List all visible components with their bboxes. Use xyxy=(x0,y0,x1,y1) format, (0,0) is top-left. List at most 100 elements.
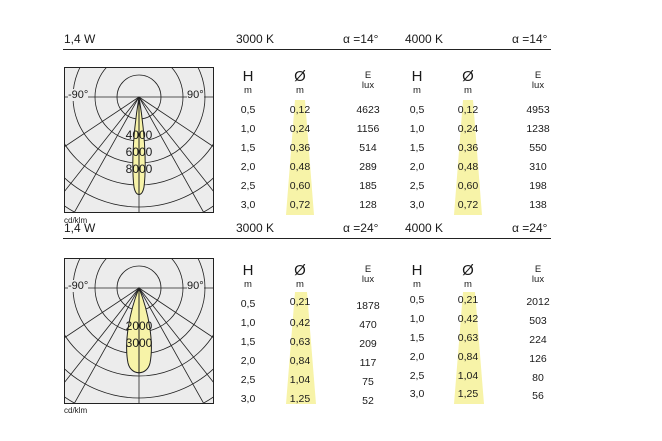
height-cell: 1,0 xyxy=(409,313,425,325)
lux-cell: 550 xyxy=(529,142,547,154)
lux-cell: 209 xyxy=(359,338,377,350)
col-unit-lux: lux xyxy=(531,80,545,91)
diameter-cell: 1,04 xyxy=(289,374,311,386)
height-cell: 1,5 xyxy=(409,332,425,344)
lux-cell: 514 xyxy=(359,142,377,154)
diameter-cell: 0,60 xyxy=(289,180,311,192)
cct-3000-label: 3000 K xyxy=(236,32,275,46)
height-cell: 3,0 xyxy=(409,388,425,400)
col-header-diameter: Ø xyxy=(294,262,306,279)
diameter-cell: 0,63 xyxy=(289,336,311,348)
height-cell: 0,5 xyxy=(240,298,256,310)
col-header-height: H xyxy=(242,68,254,85)
lux-cell: 128 xyxy=(359,199,377,211)
height-cell: 2,0 xyxy=(240,161,256,173)
height-cell: 1,0 xyxy=(240,123,256,135)
intensity-label: 6000 xyxy=(125,145,153,159)
height-cell: 2,5 xyxy=(240,180,256,192)
lux-cell: 126 xyxy=(529,353,547,365)
diameter-cell: 0,72 xyxy=(457,199,479,211)
col-unit-height: m xyxy=(413,279,421,290)
angle-label-right: 90° xyxy=(187,89,204,101)
height-cell: 2,0 xyxy=(409,351,425,363)
lux-cell: 1238 xyxy=(526,123,550,135)
diameter-cell: 0,84 xyxy=(457,351,479,363)
lux-cell: 1878 xyxy=(356,300,380,312)
beam-highlight xyxy=(286,100,314,215)
col-unit-height: m xyxy=(244,85,252,96)
col-header-lux: E xyxy=(364,70,372,81)
col-header-height: H xyxy=(242,262,254,279)
height-cell: 2,5 xyxy=(409,370,425,382)
diameter-cell: 0,24 xyxy=(457,123,479,135)
power-label: 1,4 W xyxy=(64,221,96,235)
diameter-cell: 0,42 xyxy=(289,317,311,329)
height-cell: 0,5 xyxy=(409,294,425,306)
diameter-cell: 0,63 xyxy=(457,332,479,344)
lux-cell: 310 xyxy=(529,161,547,173)
col-unit-height: m xyxy=(413,85,421,96)
lux-cell: 52 xyxy=(362,395,374,407)
cct-4000-label: 4000 K xyxy=(405,32,444,46)
col-unit-lux: lux xyxy=(531,274,545,285)
diameter-cell: 0,72 xyxy=(289,199,311,211)
lux-cell: 117 xyxy=(359,357,377,369)
intensity-label: 2000 xyxy=(125,319,153,333)
col-unit-diameter: m xyxy=(296,279,304,290)
diameter-cell: 0,84 xyxy=(289,355,311,367)
diameter-cell: 0,12 xyxy=(457,104,479,116)
lux-cell: 80 xyxy=(532,372,544,384)
height-cell: 1,5 xyxy=(240,336,256,348)
col-header-lux: E xyxy=(534,70,542,81)
intensity-label: 4000 xyxy=(125,128,153,142)
diameter-cell: 0,12 xyxy=(289,104,311,116)
diameter-cell: 0,48 xyxy=(289,161,311,173)
height-cell: 2,0 xyxy=(409,161,425,173)
lux-cell: 4623 xyxy=(356,104,380,116)
header-rule xyxy=(63,238,551,239)
lux-cell: 503 xyxy=(529,315,547,327)
height-cell: 3,0 xyxy=(240,393,256,405)
lux-cell: 224 xyxy=(529,334,547,346)
col-header-height: H xyxy=(411,262,423,279)
unit-note: cd/klm xyxy=(64,216,88,225)
diameter-cell: 0,60 xyxy=(457,180,479,192)
col-header-lux: E xyxy=(534,264,542,275)
angle-label-left: -90° xyxy=(68,280,89,292)
diameter-cell: 1,04 xyxy=(457,370,479,382)
col-unit-diameter: m xyxy=(464,279,472,290)
height-cell: 2,5 xyxy=(409,180,425,192)
height-cell: 2,0 xyxy=(240,355,256,367)
beam-angle-label: α =24° xyxy=(343,221,379,235)
polar-diagram xyxy=(64,67,214,213)
angle-label-left: -90° xyxy=(68,89,89,101)
diameter-cell: 0,42 xyxy=(457,313,479,325)
beam-highlight xyxy=(286,292,316,404)
height-cell: 2,5 xyxy=(240,374,256,386)
beam-angle-label: α =14° xyxy=(512,32,548,46)
diameter-cell: 1,25 xyxy=(457,388,479,400)
beam-angle-label: α =24° xyxy=(512,221,548,235)
header-rule xyxy=(63,49,551,50)
cct-3000-label: 3000 K xyxy=(236,221,275,235)
beam-highlight xyxy=(454,100,482,215)
col-unit-height: m xyxy=(244,279,252,290)
lux-cell: 4953 xyxy=(526,104,550,116)
cct-4000-label: 4000 K xyxy=(405,221,444,235)
diameter-cell: 0,48 xyxy=(457,161,479,173)
angle-label-right: 90° xyxy=(187,280,204,292)
diameter-cell: 0,36 xyxy=(289,142,311,154)
diameter-cell: 1,25 xyxy=(289,393,311,405)
diameter-cell: 0,24 xyxy=(289,123,311,135)
intensity-label: 8000 xyxy=(125,162,153,176)
col-unit-lux: lux xyxy=(361,80,375,91)
lux-cell: 138 xyxy=(529,199,547,211)
height-cell: 0,5 xyxy=(409,104,425,116)
height-cell: 1,5 xyxy=(409,142,425,154)
height-cell: 1,0 xyxy=(409,123,425,135)
lux-cell: 289 xyxy=(359,161,377,173)
col-unit-diameter: m xyxy=(464,85,472,96)
lux-cell: 56 xyxy=(532,390,544,402)
diameter-cell: 0,21 xyxy=(457,294,479,306)
height-cell: 3,0 xyxy=(409,199,425,211)
